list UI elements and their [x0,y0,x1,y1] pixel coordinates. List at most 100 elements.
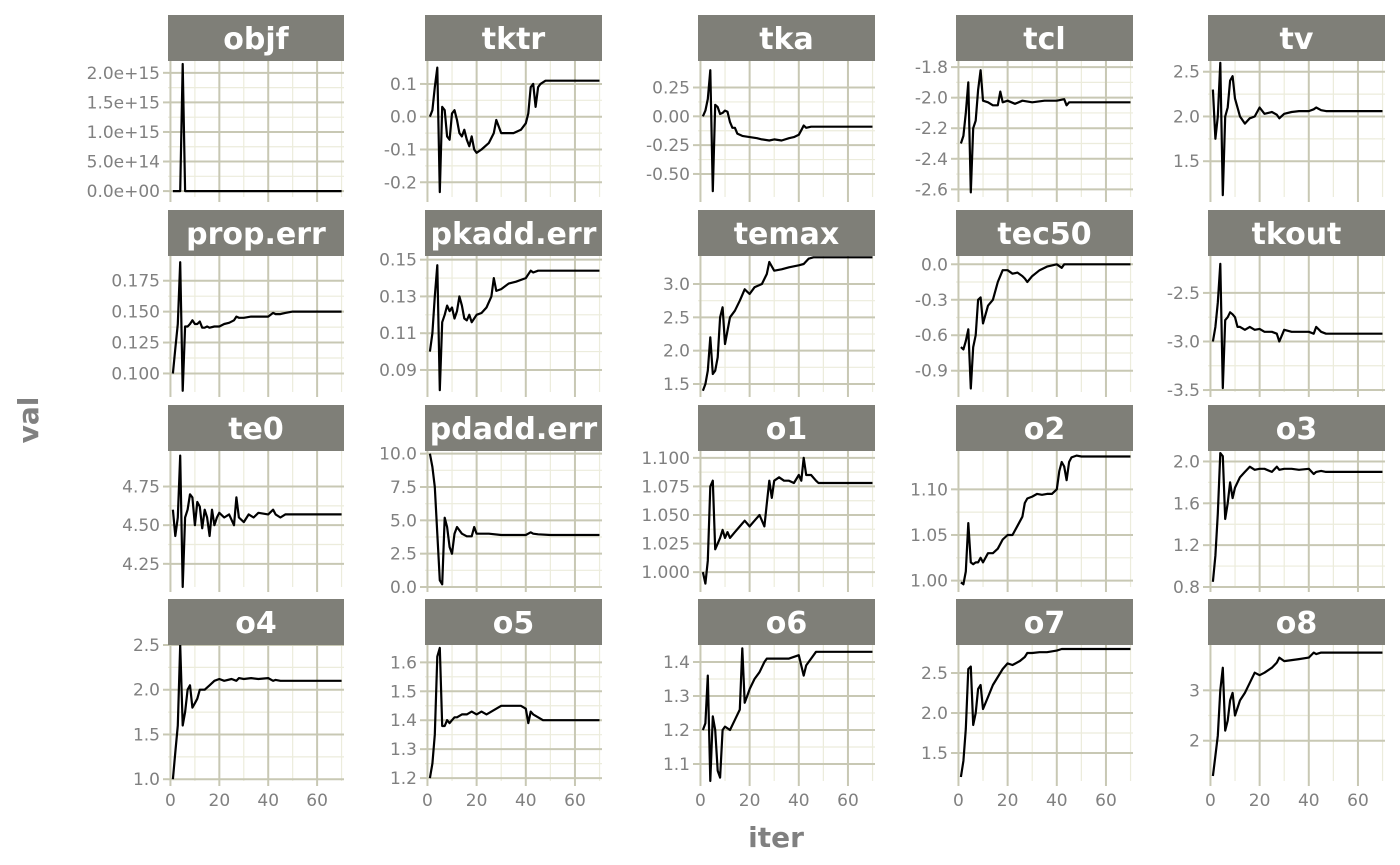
x-tick-label: 20 [466,791,488,811]
strip-label-pkadd.err: pkadd.err [431,217,597,252]
panel-prop.err: 0.100 0.125 0.150 0.175 prop.err [111,210,344,397]
strip-label-pdadd.err: pdadd.err [430,412,598,447]
x-tick-label: 60 [1095,791,1117,811]
strip-background [425,210,602,256]
y-tick-label: 1.1 [663,755,690,775]
strip-label-tcl: tcl [1023,22,1065,57]
panel-o5: 1.2 1.3 1.4 1.5 1.6 0 20 40 60 o5 [390,599,602,811]
panel-background [1208,61,1385,197]
y-tick-label: 2.0 [1173,107,1200,127]
series-line-te0 [171,454,342,589]
y-tick-label: 3 [1189,681,1200,701]
strip-label-tkout: tkout [1252,217,1342,252]
y-tick-label: 1.6 [1173,494,1200,514]
y-tick-label: -0.9 [915,362,948,382]
series-line-pdadd.err [428,453,600,586]
x-tick-label: 0 [695,791,706,811]
panels-group: 0.0e+00 5.0e+14 1.0e+15 1.5e+15 2.0e+15 objf -… [87,15,1385,811]
panel-o3: 0.8 1.2 1.6 2.0 o3 [1173,405,1385,598]
y-axis-title: val [12,397,45,444]
y-tick-label: -3.0 [1167,332,1200,352]
series-line-o8 [1211,651,1383,777]
y-tick-label: 1.4 [390,711,417,731]
y-tick-label: 0.175 [111,272,160,292]
strip-label-o7: o7 [1024,606,1065,641]
strip-label-o3: o3 [1276,412,1317,447]
strip-background [956,599,1133,645]
y-tick-label: 2.0e+15 [87,64,160,84]
y-tick-label: 0.00 [652,107,690,127]
strip-label-tktr: tktr [482,22,546,57]
x-tick-label: 40 [788,791,810,811]
x-tick-label: 60 [306,791,328,811]
x-tick-label: 40 [515,791,537,811]
series-line-o7 [959,647,1131,778]
y-tick-label: 4.75 [122,478,160,498]
panel-tkout: -3.5 -3.0 -2.5 tkout [1167,210,1385,401]
y-tick-label: 1.0 [133,770,160,790]
strip-background [168,15,344,61]
y-tick-label: 5.0 [390,511,417,531]
y-tick-label: 4.25 [122,555,160,575]
y-tick-label: -2.0 [915,89,948,109]
y-tick-label: 1.100 [641,449,690,469]
x-tick-label: 40 [257,791,279,811]
y-tick-label: 7.5 [390,478,417,498]
series-line-tktr [428,66,600,194]
series-line-tkout [1211,262,1383,390]
strip-background [425,599,602,645]
panel-background [425,645,602,781]
y-tick-label: -2.6 [915,180,948,200]
panel-background [698,256,875,392]
strip-label-o8: o8 [1276,606,1317,641]
panel-background [698,451,875,587]
y-tick-label: -0.50 [646,165,690,185]
panel-background [956,256,1133,392]
y-tick-label: -0.3 [915,291,948,311]
strip-background [1208,210,1385,256]
y-tick-label: 1.4 [663,653,690,673]
y-tick-label: -3.5 [1167,381,1200,401]
panel-tec50: -0.9 -0.6 -0.3 0.0 tec50 [915,210,1133,397]
panel-temax: 1.5 2.0 2.5 3.0 temax [663,210,875,397]
strip-background [698,210,875,256]
x-tick-label: 20 [1249,791,1271,811]
strip-label-tv: tv [1280,22,1314,57]
strip-background [1208,405,1385,451]
strip-background [425,15,602,61]
y-tick-label: -2.4 [915,150,948,170]
y-tick-label: 2 [1189,732,1200,752]
y-tick-label: 4.50 [122,516,160,536]
y-tick-label: 2.5 [921,664,948,684]
series-line-tec50 [960,263,1131,390]
y-tick-label: 1.075 [641,477,690,497]
y-tick-label: 1.5 [921,744,948,764]
strip-background [698,599,875,645]
y-tick-label: -2.5 [1167,284,1200,304]
panel-o4: 1.0 1.5 2.0 2.5 0 20 40 60 o4 [133,599,344,811]
strip-background [956,210,1133,256]
panel-background [1208,451,1385,587]
y-tick-label: 1.5 [1173,152,1200,172]
x-tick-label: 60 [1347,791,1369,811]
series-line-pkadd.err [428,264,600,392]
series-line-tka [701,69,873,193]
strip-background [168,599,344,645]
strip-label-temax: temax [734,217,840,252]
y-tick-label: -0.25 [646,136,690,156]
series-line-temax [701,256,873,392]
y-tick-label: -0.2 [384,173,417,193]
y-tick-label: 3.0 [663,275,690,295]
y-tick-label: 0.15 [379,251,417,271]
y-tick-label: 2.5 [1173,63,1200,83]
panel-o2: 1.00 1.05 1.10 o2 [910,405,1133,592]
y-tick-label: 1.2 [1173,536,1200,556]
x-tick-label: 60 [837,791,859,811]
y-tick-label: 2.5 [133,636,160,656]
y-tick-label: 1.10 [910,480,948,500]
panel-background [1208,645,1385,781]
panel-pdadd.err: 0.0 2.5 5.0 7.5 10.0 pdadd.err [379,405,602,598]
strip-background [168,405,344,451]
series-line-o3 [1211,452,1383,582]
y-tick-label: 0.0e+00 [87,182,160,202]
